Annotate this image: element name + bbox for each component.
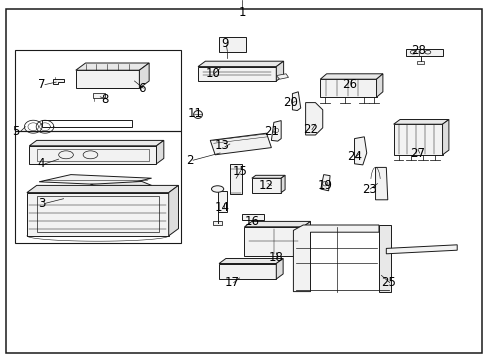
Polygon shape xyxy=(219,264,276,279)
Polygon shape xyxy=(442,120,448,155)
Bar xyxy=(15,131,181,243)
Text: 16: 16 xyxy=(244,215,259,228)
Text: 28: 28 xyxy=(410,44,425,57)
Text: 7: 7 xyxy=(38,78,45,91)
Text: 20: 20 xyxy=(283,96,298,109)
Polygon shape xyxy=(292,92,300,111)
Polygon shape xyxy=(305,103,322,135)
Text: 26: 26 xyxy=(342,78,356,91)
Bar xyxy=(217,191,227,212)
Text: 8: 8 xyxy=(101,93,109,105)
Text: 10: 10 xyxy=(205,67,220,80)
Polygon shape xyxy=(242,214,264,220)
Text: 21: 21 xyxy=(264,125,278,138)
Polygon shape xyxy=(244,221,310,227)
Polygon shape xyxy=(251,178,281,193)
Text: 27: 27 xyxy=(410,147,425,159)
Polygon shape xyxy=(29,146,156,164)
Text: 12: 12 xyxy=(259,179,273,192)
Bar xyxy=(15,50,181,131)
Text: 9: 9 xyxy=(221,37,228,50)
Polygon shape xyxy=(303,221,310,256)
Polygon shape xyxy=(393,124,442,155)
Polygon shape xyxy=(405,49,442,56)
Text: 18: 18 xyxy=(268,251,283,264)
Polygon shape xyxy=(198,61,283,67)
Text: 17: 17 xyxy=(224,276,239,289)
Polygon shape xyxy=(276,74,288,79)
Polygon shape xyxy=(375,167,387,200)
Polygon shape xyxy=(156,140,163,164)
Text: 11: 11 xyxy=(188,107,203,120)
Polygon shape xyxy=(76,70,139,88)
Text: 3: 3 xyxy=(38,197,45,210)
Polygon shape xyxy=(320,74,382,79)
Text: 24: 24 xyxy=(346,150,361,163)
Polygon shape xyxy=(320,79,376,97)
Polygon shape xyxy=(276,61,283,81)
Text: 1: 1 xyxy=(238,6,245,19)
Bar xyxy=(219,37,245,52)
Polygon shape xyxy=(210,133,271,155)
Text: 2: 2 xyxy=(185,154,193,167)
Polygon shape xyxy=(39,175,151,185)
Polygon shape xyxy=(276,258,283,279)
Bar xyxy=(229,164,242,194)
Text: 6: 6 xyxy=(138,82,145,95)
Polygon shape xyxy=(378,225,390,292)
Bar xyxy=(416,61,423,64)
Polygon shape xyxy=(386,245,456,254)
Text: 5: 5 xyxy=(12,125,20,138)
Polygon shape xyxy=(354,137,366,165)
Ellipse shape xyxy=(193,111,202,118)
Text: 15: 15 xyxy=(232,165,246,177)
Polygon shape xyxy=(27,193,168,236)
Polygon shape xyxy=(53,79,63,84)
Polygon shape xyxy=(251,175,285,178)
Polygon shape xyxy=(281,175,285,193)
Polygon shape xyxy=(198,67,276,81)
Polygon shape xyxy=(219,258,283,264)
Polygon shape xyxy=(320,175,329,191)
Polygon shape xyxy=(29,140,163,146)
Polygon shape xyxy=(271,121,281,141)
Text: 23: 23 xyxy=(361,183,376,195)
Polygon shape xyxy=(393,120,448,124)
Polygon shape xyxy=(168,185,178,236)
Text: 19: 19 xyxy=(317,179,332,192)
Text: 4: 4 xyxy=(38,157,45,170)
Text: 22: 22 xyxy=(303,123,317,136)
Bar xyxy=(93,93,105,98)
Polygon shape xyxy=(244,227,303,256)
Bar xyxy=(213,221,222,225)
Polygon shape xyxy=(293,225,378,292)
Polygon shape xyxy=(90,181,151,188)
Bar xyxy=(37,149,149,161)
Polygon shape xyxy=(139,63,149,88)
Text: 13: 13 xyxy=(215,139,229,152)
Ellipse shape xyxy=(211,186,224,192)
Polygon shape xyxy=(76,63,149,70)
Text: 25: 25 xyxy=(381,276,395,289)
Polygon shape xyxy=(376,74,382,97)
Polygon shape xyxy=(27,185,178,193)
Text: 14: 14 xyxy=(215,201,229,213)
